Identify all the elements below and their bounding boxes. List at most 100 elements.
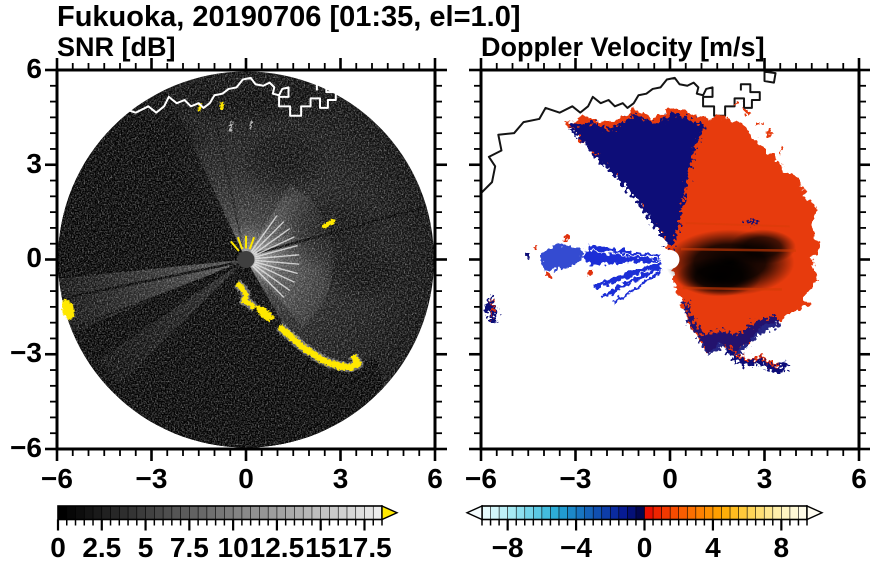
colorbar-segment [661,505,671,520]
snr-plot-area [48,70,435,458]
colorbar-segment [729,505,740,520]
colorbar-segment [533,505,543,520]
center-bright-rays [251,216,299,298]
colorbar-segment [592,505,603,520]
colorbar-segment [311,505,322,520]
coastline-overlay [57,72,352,194]
colorbar-segment [627,505,637,520]
colorbar-segment [346,505,357,520]
colorbar-segment [197,505,208,520]
colorbar-segment [490,505,500,520]
x-tick-label: −3 [135,463,168,494]
colorbar-segment [145,505,156,520]
colorbar-tick-label: 4 [705,532,721,563]
colorbar-tick-label: 2.5 [82,532,122,563]
x-tick-label: 3 [756,463,773,494]
x-tick-label: −6 [41,463,73,494]
colorbar-tick-label: −8 [491,532,524,563]
colorbar-segment [721,505,731,520]
colorbar-segment [189,505,199,520]
clutter-arc-echo [727,349,786,370]
colorbar-segment [136,505,147,520]
colorbar-segment [118,505,129,520]
colorbar-segment [481,505,492,520]
velocity-colorbar [465,504,824,531]
colorbar-segment [241,505,252,520]
velocity-axis-ticks [469,58,870,461]
colorbar-segment [320,505,331,520]
y-tick-label: 3 [26,147,42,179]
velocity-radar-plot [469,58,870,461]
colorbar-segment [372,505,383,520]
colorbar-segment [171,505,182,520]
colorbar-segment [763,505,774,520]
colorbar-segment [609,505,620,520]
x-tick-label: 3 [332,463,349,494]
approaching-velocity-region [485,112,786,370]
velocity-plot-area [481,72,820,370]
colorbar-over-arrow [381,504,399,521]
colorbar-segment [541,505,552,520]
colorbar-segment [781,505,791,520]
y-tick-label: 0 [26,242,42,274]
y-tick-label: −6 [10,431,42,463]
shore-echo-band [148,77,344,126]
colorbar-segment [644,505,654,520]
colorbar-segment [712,505,723,520]
colorbar-segment [567,505,577,520]
colorbar-segment [162,505,173,520]
x-tick-label: −3 [559,463,592,494]
colorbar-segment [686,505,697,520]
wsw-echo-streak [58,259,246,331]
colorbar-under-arrow [465,504,483,521]
figure-title: Fukuoka, 20190706 [01:35, el=1.0] [57,1,521,33]
colorbar-segment [746,505,757,520]
colorbar-segment [798,505,808,520]
colorbar-segment [57,505,68,520]
snr-axis-ticks [45,58,447,461]
approaching-wedge-west [525,236,661,304]
colorbar-segment [755,505,765,520]
shadow-rays [60,78,432,326]
colorbar-segment [364,505,374,520]
colorbar-segment [678,505,688,520]
colorbar-segment [276,505,287,520]
colorbar-segment [601,505,611,520]
colorbar-segment [66,505,77,520]
x-tick-label: −6 [465,463,497,494]
snr-radar-plot [45,58,447,461]
radar-site-marker [660,250,680,269]
colorbar-segment [550,505,560,520]
y-tick-label: −3 [10,337,42,369]
colorbar-segment [127,505,138,520]
velocity-orange-core [665,223,796,296]
center-clutter-ticks [231,236,254,251]
colorbar-tick-label: 0 [636,532,653,563]
colorbar-segment [575,505,586,520]
velocity-panel-title: Doppler Velocity [m/s] [481,32,765,62]
colorbar-segment [498,505,509,520]
colorbar-segment [618,505,629,520]
x-tick-label: 6 [851,463,867,494]
colorbar-segment [215,505,226,520]
snr-colorbar [56,504,399,531]
colorbar-segment [232,505,243,520]
colorbar-segment [294,505,304,520]
colorbar-segment [250,505,261,520]
colorbar-segment [789,505,800,520]
colorbar-segment [83,505,94,520]
colorbar-tick-label: 15 [305,532,337,563]
x-tick-label: 6 [427,463,443,494]
colorbar-segment [302,505,313,520]
colorbar-segment [75,505,85,520]
colorbar-segment [652,505,663,520]
colorbar-segment [285,505,296,520]
colorbar-tick-label: 0 [50,532,66,563]
colorbar-segment [92,505,103,520]
y-tick-label: 6 [26,53,42,84]
colorbar-segment [180,505,191,520]
colorbar-over-arrow [806,504,824,521]
colorbar-tick-label: 12.5 [249,532,305,563]
colorbar-segment [329,505,339,520]
